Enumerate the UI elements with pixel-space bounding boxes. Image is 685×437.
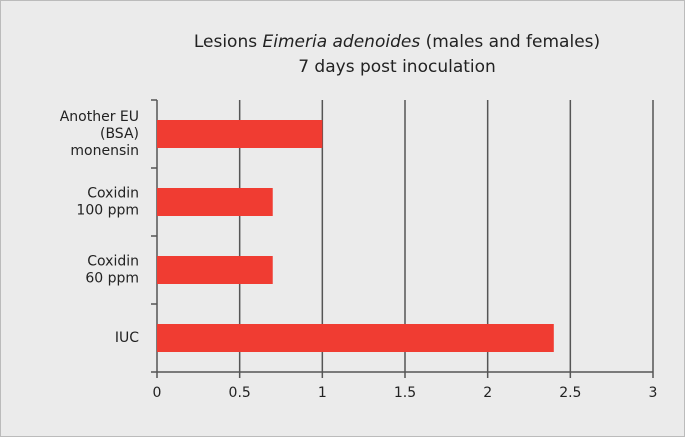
y-tick-label: Another EU [60, 109, 139, 125]
x-tick-label: 1 [318, 385, 327, 401]
x-tick-label: 0 [153, 385, 162, 401]
y-tick-label: 60 ppm [85, 271, 139, 287]
x-tick-label: 0.5 [229, 385, 251, 401]
x-tick-label: 1.5 [394, 385, 416, 401]
x-tick-label: 2.5 [559, 385, 581, 401]
y-tick-label: IUC [115, 330, 139, 346]
title-part: (males and females) [420, 32, 600, 52]
y-tick-label: monensin [70, 143, 139, 159]
y-tick-label: Coxidin [87, 186, 139, 202]
chart-title: 7 days post inoculation [298, 57, 496, 77]
y-tick-label: (BSA) [100, 126, 139, 142]
title-part: Eimeria adenoides [263, 32, 421, 52]
title-part: 7 days post inoculation [298, 57, 496, 77]
chart-title: Lesions Eimeria adenoides (males and fem… [194, 32, 600, 52]
y-tick-label: 100 ppm [76, 203, 139, 219]
bar [157, 256, 273, 284]
y-tick-label: Coxidin [87, 254, 139, 270]
bar [157, 120, 323, 148]
bar [157, 324, 554, 352]
x-tick-label: 2 [483, 385, 492, 401]
title-part: Lesions [194, 32, 263, 52]
x-tick-label: 3 [649, 385, 658, 401]
bar [157, 188, 273, 216]
